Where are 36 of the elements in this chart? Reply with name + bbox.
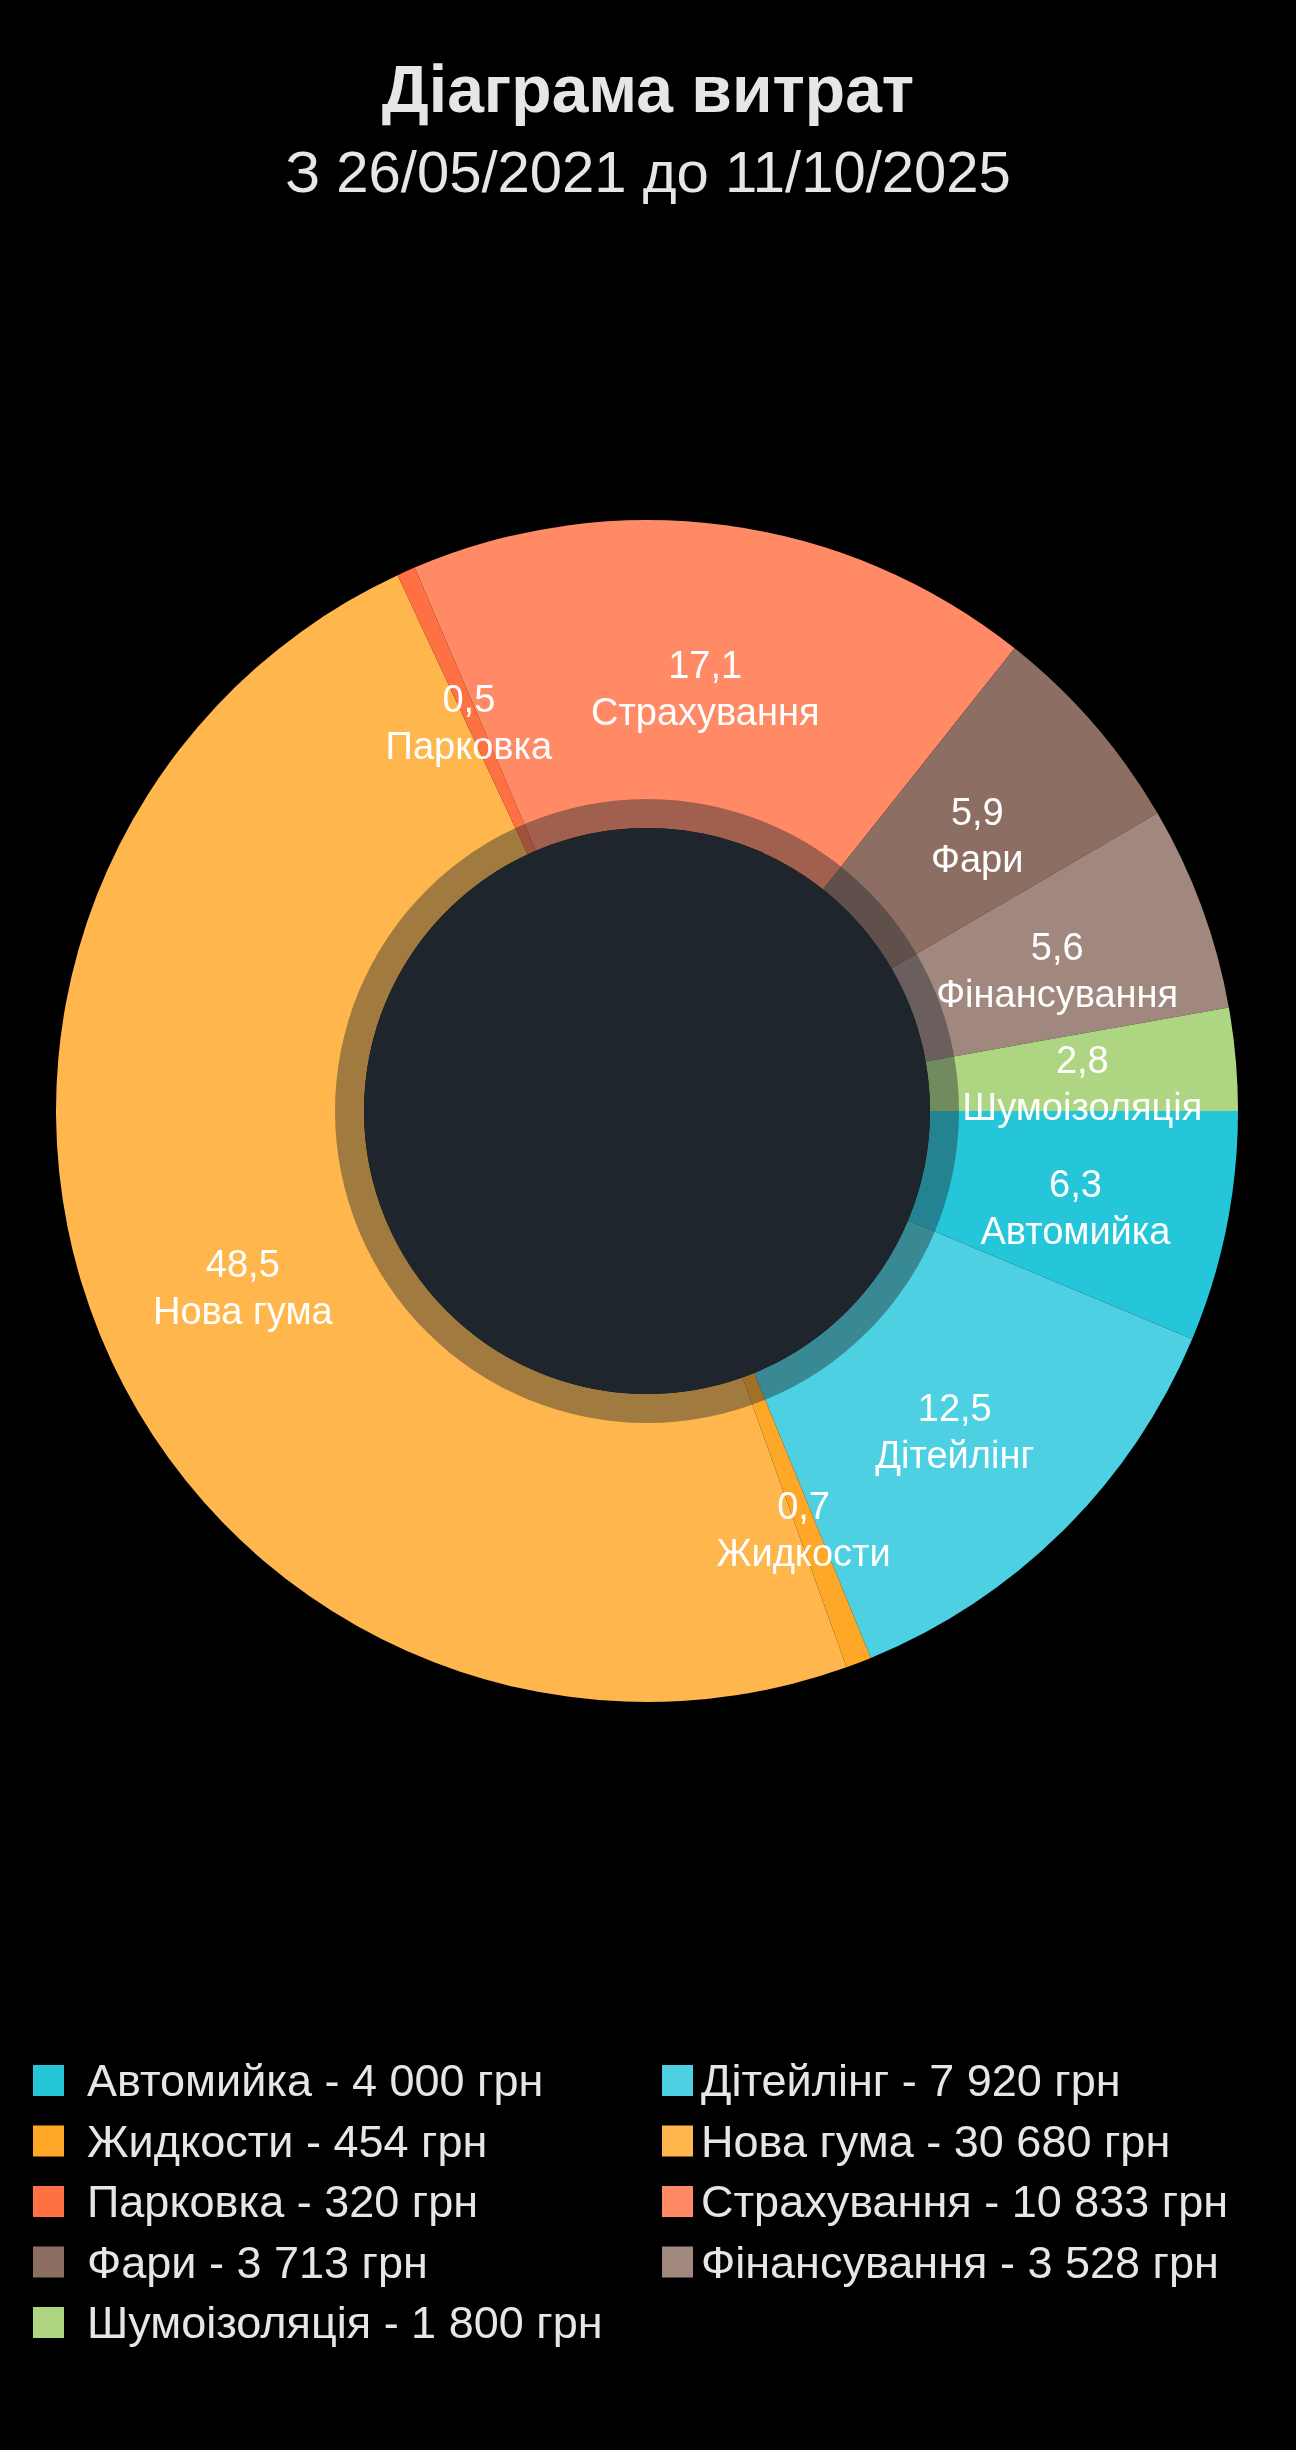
- data-label: 48,5: [205, 1243, 280, 1286]
- chart-title: Діаграма витрат: [381, 52, 915, 126]
- slice-label: Парковка: [385, 724, 554, 767]
- legend-label: Автомийка: [87, 2055, 313, 2106]
- slice-label: Нова гума: [152, 1290, 334, 1333]
- legend-label: Страхування: [701, 2176, 972, 2227]
- data-label: 0,5: [442, 677, 496, 720]
- chart-subtitle: З 26/05/2021 до 11/10/2025: [285, 139, 1011, 204]
- legend-label: Дітейлінг: [701, 2055, 890, 2106]
- legend-label: Фари: [87, 2236, 197, 2288]
- legend-label: Фінансування: [701, 2236, 988, 2288]
- text: - 4 000 грн: [324, 2055, 544, 2106]
- legend-label: Жидкости: [87, 2115, 294, 2167]
- data-label: 17,1: [668, 643, 743, 686]
- slice-label: Автомийка: [980, 1210, 1172, 1253]
- data-label: 6,3: [1049, 1163, 1102, 1206]
- text: - 454 грн: [305, 2115, 488, 2167]
- text: - 1 800 грн: [383, 2297, 603, 2348]
- legend-label: Нова гума: [701, 2115, 915, 2167]
- data-label: 5,9: [950, 790, 1004, 833]
- slice-label: Фінансування: [936, 973, 1179, 1016]
- text: - 3 713 грн: [208, 2236, 428, 2288]
- text: - 10 833 грн: [984, 2176, 1229, 2227]
- legend-label: Шумоізоляція: [87, 2297, 372, 2348]
- data-label: 5,6: [1030, 926, 1084, 969]
- slice-label: Дітейлінг: [875, 1434, 1035, 1477]
- text: - 3 528 грн: [999, 2236, 1219, 2288]
- text: - 7 920 грн: [901, 2055, 1121, 2106]
- data-label: 2,8: [1055, 1038, 1109, 1081]
- data-label: 12,5: [917, 1387, 992, 1430]
- slice-label: Страхування: [590, 690, 820, 733]
- legend-label: Парковка: [87, 2176, 286, 2227]
- donut-slice: [823, 648, 1158, 969]
- slice-label: Фари: [931, 837, 1024, 880]
- text: - 320 грн: [296, 2176, 479, 2227]
- text: - 30 680 грн: [926, 2115, 1171, 2167]
